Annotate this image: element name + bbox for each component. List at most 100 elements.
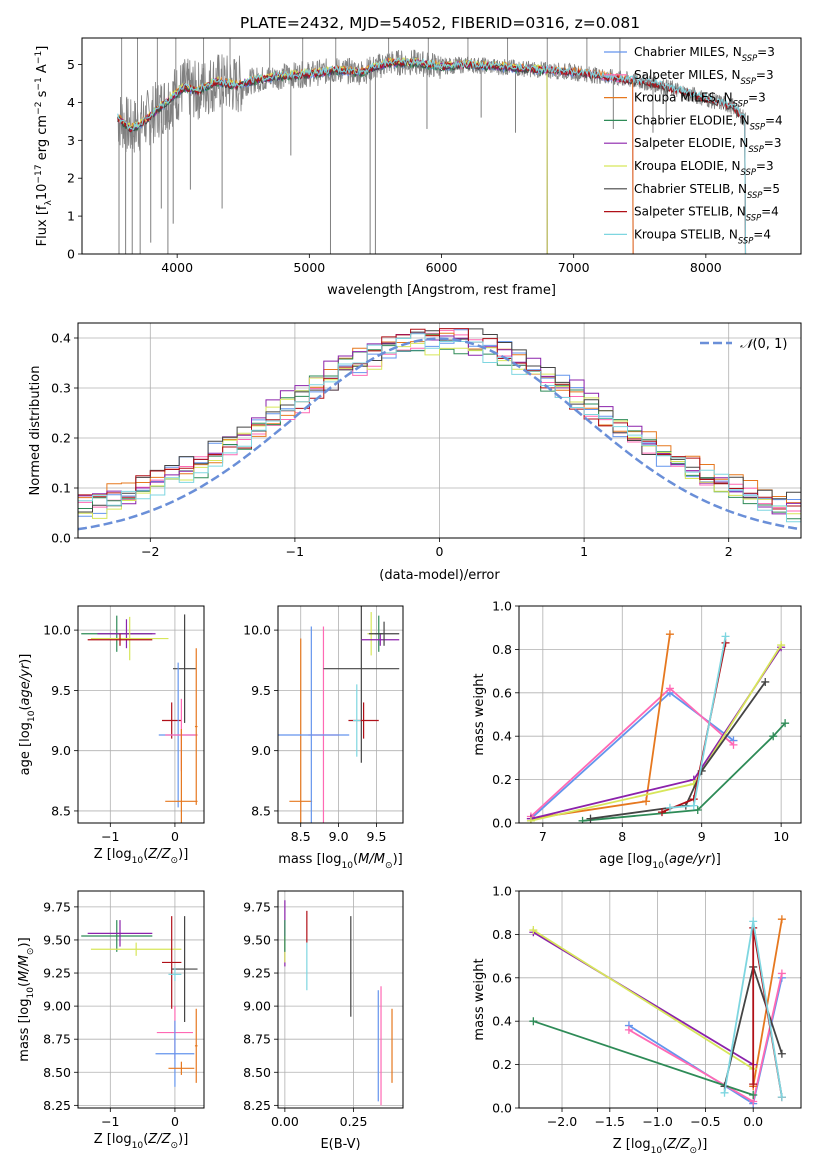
x-tick-label: 8.5 — [291, 829, 311, 844]
y-axis-label: mass [log10(M/M⊙)] — [17, 937, 36, 1061]
residuals-frame — [77, 322, 802, 539]
error-point-kroupa-stelib — [168, 967, 182, 981]
x-tick-label: −2.0 — [547, 1114, 577, 1129]
weight-marker — [721, 632, 730, 641]
y-tick-label: 0.8 — [492, 927, 512, 942]
legend-label: Salpeter ELODIE, NSSP=3 — [634, 136, 782, 154]
weight_vs_Z-plot-area — [529, 915, 786, 1108]
y-tick-label: 9.50 — [43, 932, 71, 947]
x-tick-label: −1 — [101, 1114, 119, 1129]
y-tick-label: 0.3 — [51, 381, 71, 396]
y-tick-label: 0.2 — [492, 772, 512, 787]
x-tick-label: 8000 — [690, 260, 722, 275]
weight_vs_Z-frame — [518, 890, 802, 1109]
axes-weight_vs_Z: −2.0 −1.5 −1.0 −0.5 0.0 0.0 0.2 0.4 0.6 0.8 1.0 Z [… — [472, 884, 801, 1156]
x-tick-label: −1 — [101, 829, 119, 844]
x-axis-label: Z [log10(Z/Z⊙)] — [94, 1132, 189, 1151]
x-tick-label: 6000 — [426, 260, 458, 275]
y-tick-label: 0.0 — [492, 1101, 512, 1116]
error-point-chabrier-stelib — [171, 916, 198, 1022]
x-tick-label: 0 — [171, 829, 179, 844]
error-point-salpeter-elodie — [97, 619, 156, 649]
y-tick-label: 9.00 — [243, 999, 271, 1014]
weight-marker — [777, 1093, 786, 1102]
x-tick-label: 0 — [436, 544, 444, 559]
x-tick-label: 2 — [725, 544, 733, 559]
residuals-legend: 𝒩(0, 1) — [700, 337, 787, 352]
x-axis-label: Z [log10(Z/Z⊙)] — [94, 847, 189, 866]
axes-spectrum: 4000 5000 6000 7000 8000 0 1 2 3 4 5 wavelength [An… — [34, 38, 783, 298]
age_vs_Z-plot-area — [81, 614, 198, 823]
error-point-kroupa-miles — [165, 728, 198, 823]
y-tick-label: 8.50 — [243, 1065, 271, 1080]
weight-marker — [586, 814, 595, 823]
x-axis-label: age [log10(age/yr)] — [599, 852, 721, 871]
x-tick-label: 8 — [618, 829, 626, 844]
weight-marker — [749, 1090, 758, 1099]
weight-series-kroupa-stelib — [720, 917, 786, 1102]
x-tick-label: 0.00 — [271, 1114, 299, 1129]
weight-series-kroupa-stelib — [665, 632, 730, 812]
error-point-kroupa-miles — [289, 638, 313, 823]
spectrum-frame — [81, 37, 802, 255]
y-axis-label: Flux [fλ10−17 erg cm−2 s−1 A−1] — [34, 46, 54, 247]
x-tick-label: 0.25 — [340, 1114, 368, 1129]
y-tick-label: 8.25 — [243, 1098, 271, 1113]
y-tick-label: 0.6 — [492, 685, 512, 700]
error-point-chabrier-miles — [155, 1020, 195, 1087]
weight-marker — [665, 803, 674, 812]
y-tick-label: 8.50 — [43, 1065, 71, 1080]
age_vs_mass-frame — [277, 605, 404, 824]
legend-label: Kroupa ELODIE, NSSP=3 — [634, 159, 774, 177]
y-tick-label: 9.75 — [43, 899, 71, 914]
weight-marker — [777, 641, 786, 650]
residual-step-chabrier-stelib — [78, 328, 801, 513]
weight-marker — [689, 801, 698, 810]
x-axis-label: (data-model)/error — [379, 568, 500, 583]
weight-marker — [642, 797, 651, 806]
axes-weight_vs_age: 7 8 9 10 0.0 0.2 0.4 0.6 0.8 1.0 age [log10(age/yr… — [472, 599, 801, 871]
y-tick-label: 0.4 — [51, 331, 71, 346]
weight-series-salpeter-miles — [526, 684, 738, 821]
age_vs_mass-plot-area — [278, 606, 400, 823]
weight_vs_age-frame — [518, 605, 802, 824]
mass_vs_Z-plot-area — [81, 916, 198, 1087]
error-point-chabrier-stelib — [368, 621, 400, 646]
model-line-kroupa-stelib — [117, 56, 747, 254]
y-tick-label: 10.0 — [243, 623, 271, 638]
error-point-salpeter-stelib — [87, 633, 153, 646]
y-tick-label: 1.0 — [492, 884, 512, 899]
weight-marker — [769, 732, 778, 741]
y-tick-label: 9.5 — [51, 683, 71, 698]
axes-mass_vs_Z: −1 0 8.25 8.50 8.75 9.00 9.25 9.50 9.75 Z [log10(… — [17, 891, 204, 1151]
weight-marker — [529, 926, 538, 935]
legend-label: Kroupa STELIB, NSSP=4 — [634, 227, 771, 245]
legend-label: Salpeter MILES, NSSP=3 — [634, 68, 774, 86]
y-tick-label: 8.25 — [43, 1098, 71, 1113]
x-tick-label: 0 — [171, 1114, 179, 1129]
weight-line — [669, 636, 727, 809]
y-tick-label: 8.75 — [43, 1032, 71, 1047]
y-tick-label: 8.5 — [251, 803, 271, 818]
error-point-kroupa-miles — [168, 1061, 195, 1075]
x-tick-label: 7 — [539, 829, 547, 844]
error-point-salpeter-stelib — [162, 916, 182, 1009]
residual-step-salpeter-stelib — [78, 328, 801, 510]
model-line-salpeter-stelib — [117, 57, 747, 254]
x-tick-label: 0.0 — [743, 1114, 763, 1129]
x-tick-label: 9 — [698, 829, 706, 844]
y-tick-label: 0.1 — [51, 481, 71, 496]
weight-marker — [777, 915, 786, 924]
y-tick-label: 0.6 — [492, 970, 512, 985]
legend-label: Chabrier MILES, NSSP=3 — [634, 45, 775, 63]
x-tick-label: 9.5 — [367, 829, 387, 844]
normal-curve — [78, 337, 801, 531]
legend-label: Chabrier ELODIE, NSSP=4 — [634, 113, 783, 131]
y-tick-label: 0.8 — [492, 642, 512, 657]
residual-step-kroupa-elodie — [78, 342, 801, 519]
x-axis-label: wavelength [Angstrom, rest frame] — [327, 283, 556, 298]
axes-age_vs_mass: 8.5 9.0 9.5 8.5 9.0 9.5 10.0 mass [log10(M/M⊙)] — [243, 606, 403, 871]
age_vs_Z-frame — [77, 605, 205, 824]
x-tick-label: 10 — [773, 829, 789, 844]
x-tick-label: 5000 — [293, 260, 325, 275]
